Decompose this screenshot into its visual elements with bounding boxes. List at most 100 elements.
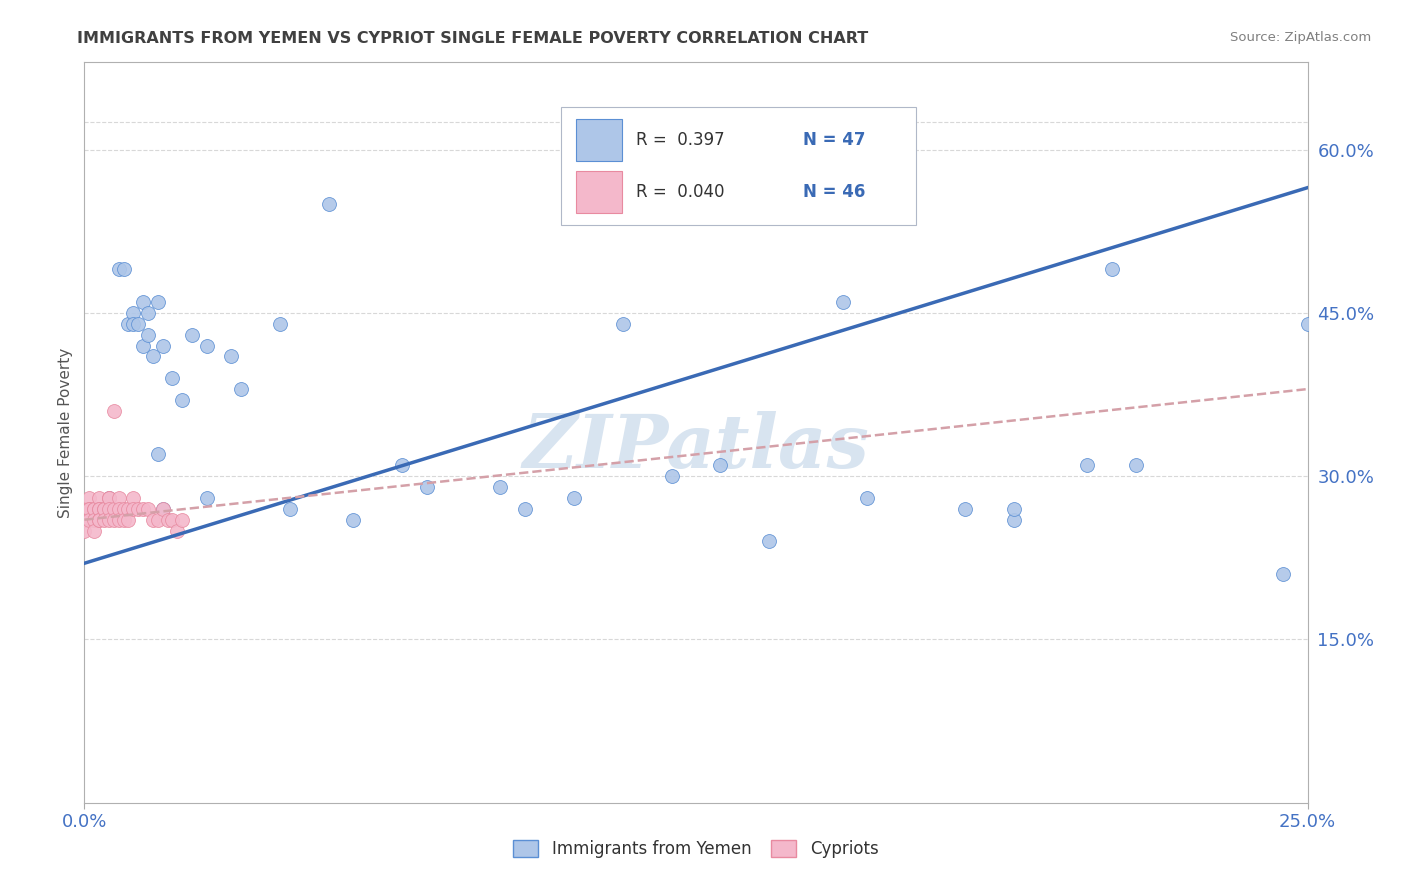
Point <box>831 295 853 310</box>
Point <box>107 501 129 516</box>
Point <box>612 317 634 331</box>
Point <box>122 317 145 331</box>
Point <box>77 501 100 516</box>
Point <box>166 524 188 538</box>
Y-axis label: Single Female Poverty: Single Female Poverty <box>58 348 73 517</box>
Point <box>142 350 165 364</box>
Point <box>1002 501 1025 516</box>
Point <box>107 262 129 277</box>
Point <box>856 491 879 505</box>
Text: N = 46: N = 46 <box>803 183 865 202</box>
Point <box>1076 458 1098 473</box>
Point <box>87 513 110 527</box>
Point <box>269 317 291 331</box>
Point <box>513 501 536 516</box>
Point <box>112 513 135 527</box>
Point <box>73 501 96 516</box>
Point <box>136 501 159 516</box>
Point <box>127 501 149 516</box>
Point <box>112 501 135 516</box>
Point <box>146 513 169 527</box>
Point <box>83 524 105 538</box>
Point <box>278 501 301 516</box>
Point <box>87 491 110 505</box>
Point <box>489 480 512 494</box>
Point <box>1296 317 1319 331</box>
Point <box>146 295 169 310</box>
Point <box>103 513 125 527</box>
Point <box>117 317 139 331</box>
Point <box>77 501 100 516</box>
Point <box>132 501 155 516</box>
Point <box>87 501 110 516</box>
Point <box>162 371 184 385</box>
FancyBboxPatch shape <box>575 171 621 213</box>
Point <box>93 513 115 527</box>
Point <box>97 491 120 505</box>
Text: ZIPatlas: ZIPatlas <box>523 411 869 483</box>
Point <box>77 491 100 505</box>
Legend: Immigrants from Yemen, Cypriots: Immigrants from Yemen, Cypriots <box>506 833 886 865</box>
Point <box>77 513 100 527</box>
Point <box>1101 262 1123 277</box>
Point <box>142 513 165 527</box>
Point <box>391 458 413 473</box>
Point <box>93 501 115 516</box>
Point <box>152 501 174 516</box>
Point <box>93 501 115 516</box>
Point <box>87 501 110 516</box>
Point <box>661 469 683 483</box>
Point <box>87 501 110 516</box>
FancyBboxPatch shape <box>575 119 621 161</box>
Point <box>73 524 96 538</box>
Point <box>562 491 585 505</box>
Text: IMMIGRANTS FROM YEMEN VS CYPRIOT SINGLE FEMALE POVERTY CORRELATION CHART: IMMIGRANTS FROM YEMEN VS CYPRIOT SINGLE … <box>77 31 869 46</box>
Point <box>117 501 139 516</box>
Text: N = 47: N = 47 <box>803 131 865 149</box>
Point <box>83 513 105 527</box>
Point <box>97 501 120 516</box>
Point <box>219 350 242 364</box>
Point <box>195 491 218 505</box>
Point <box>172 392 194 407</box>
Point <box>132 295 155 310</box>
Point <box>709 458 731 473</box>
Point <box>758 534 780 549</box>
Point <box>152 501 174 516</box>
Point <box>416 480 439 494</box>
Point <box>122 491 145 505</box>
Point <box>195 338 218 352</box>
Point <box>112 262 135 277</box>
Point <box>172 513 194 527</box>
Point <box>1272 567 1295 582</box>
Point <box>132 338 155 352</box>
Point <box>107 513 129 527</box>
FancyBboxPatch shape <box>561 107 917 226</box>
Point <box>103 501 125 516</box>
Point <box>127 317 149 331</box>
Point <box>136 327 159 342</box>
Point <box>73 513 96 527</box>
Point <box>87 513 110 527</box>
Point <box>152 338 174 352</box>
Point <box>103 404 125 418</box>
Point <box>122 306 145 320</box>
Text: R =  0.040: R = 0.040 <box>636 183 724 202</box>
Point <box>122 501 145 516</box>
Point <box>73 501 96 516</box>
Text: R =  0.397: R = 0.397 <box>636 131 724 149</box>
Point <box>181 327 204 342</box>
Point <box>136 306 159 320</box>
Point <box>97 513 120 527</box>
Point <box>342 513 364 527</box>
Point <box>162 513 184 527</box>
Text: Source: ZipAtlas.com: Source: ZipAtlas.com <box>1230 31 1371 45</box>
Point <box>156 513 179 527</box>
Point <box>953 501 976 516</box>
Point <box>117 513 139 527</box>
Point <box>1125 458 1147 473</box>
Point <box>318 197 340 211</box>
Point <box>83 501 105 516</box>
Point <box>107 491 129 505</box>
Point <box>97 491 120 505</box>
